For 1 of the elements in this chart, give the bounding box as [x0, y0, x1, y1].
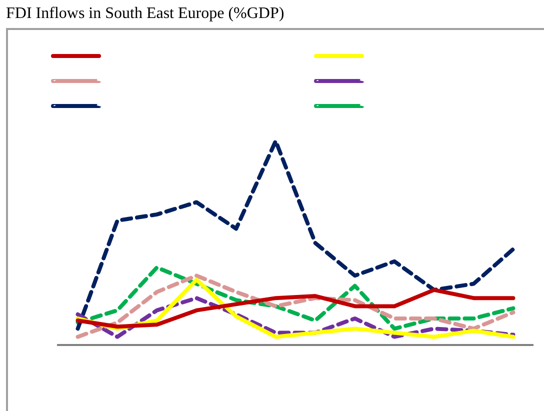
chart-title: FDI Inflows in South East Europe (%GDP)	[5, 4, 286, 24]
